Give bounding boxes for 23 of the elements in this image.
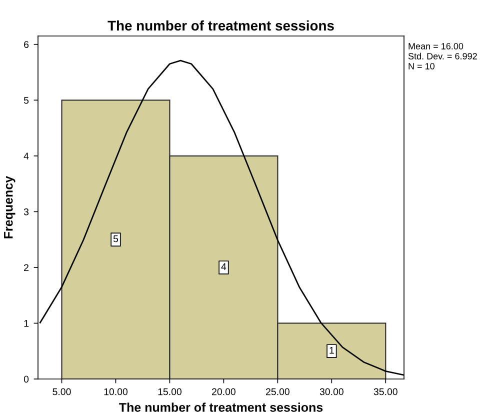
x-tick-label: 15.00 bbox=[158, 388, 182, 396]
text: N = 10 bbox=[408, 63, 434, 70]
data-label: 5 bbox=[113, 235, 118, 242]
x-tick-label: 35.00 bbox=[374, 388, 398, 396]
y-tick-label: 0 bbox=[24, 376, 29, 383]
y-tick-label: 6 bbox=[24, 41, 29, 48]
y-tick-label: 5 bbox=[24, 96, 29, 104]
x-tick-label: 25.00 bbox=[266, 388, 290, 396]
x-axis-title: The number of treatment sessions bbox=[119, 402, 323, 412]
y-tick-label: 3 bbox=[24, 208, 29, 216]
y-tick-label: 2 bbox=[24, 264, 28, 271]
y-tick-label: 1 bbox=[24, 320, 28, 327]
data-label: 4 bbox=[221, 263, 226, 270]
data-label: 1 bbox=[330, 346, 334, 354]
text: Std. Dev. = 6.992 bbox=[408, 52, 477, 60]
x-tick-label: 10.00 bbox=[104, 388, 128, 396]
x-tick-label: 20.00 bbox=[212, 388, 236, 396]
text: Mean = 16.00 bbox=[408, 43, 464, 50]
x-tick-label: 30.00 bbox=[320, 388, 344, 396]
y-axis-title: Frequency bbox=[4, 176, 16, 238]
chart-title: The number of treatment sessions bbox=[108, 20, 334, 31]
x-tick-label: 5.00 bbox=[52, 388, 71, 396]
y-tick-label: 4 bbox=[24, 152, 29, 160]
